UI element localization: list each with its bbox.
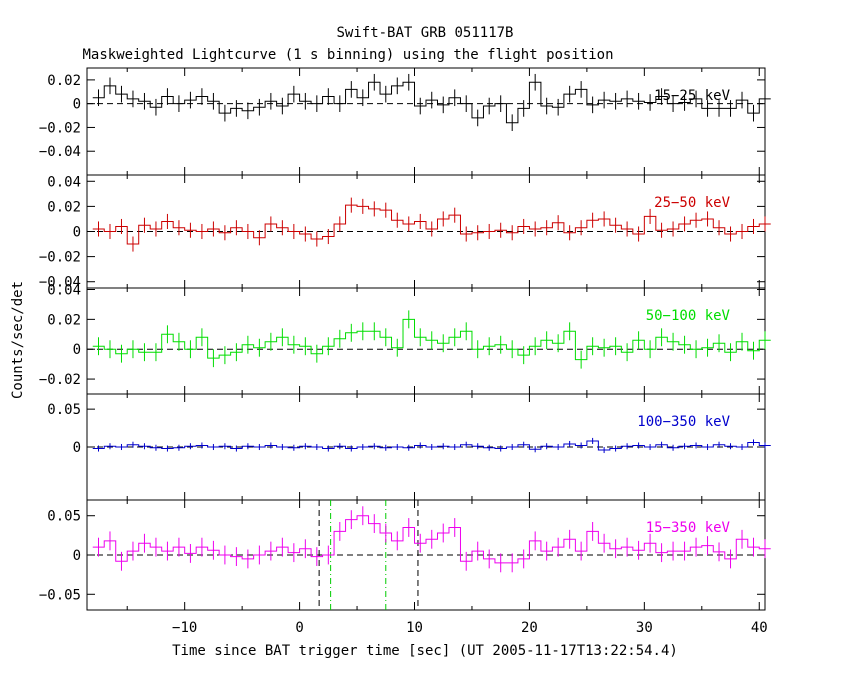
band-label: 50−100 keV [646,308,731,324]
panel-50-100-kev: 0.04 0.02 0 −0.02 50−100 keV [39,282,771,395]
band-label: 100−350 keV [637,414,730,430]
panel-15-350-kev: 0.05 0 −0.05 15−350 keV [39,499,771,611]
x-tick-label: 30 [636,620,653,636]
y-axis-label: Counts/sec/det [10,281,26,399]
x-tick-label: −10 [172,620,197,636]
band-label: 15−350 keV [646,520,731,536]
series-step-line [92,81,771,124]
y-tick-label: 0.04 [47,282,81,298]
y-tick-label: −0.02 [39,372,81,388]
y-tick-label: 0.02 [47,199,81,215]
panel-25-50-kev: 0.04 0.02 0 −0.02 −0.04 25−50 keV [39,174,771,291]
panel-15-25-kev: 0.02 0 −0.02 −0.04 15−25 keV [39,67,771,176]
panel-frame [86,67,766,176]
y-tick-label: 0 [73,548,81,564]
y-tick-label: 0.02 [47,73,81,89]
y-tick-label: −0.04 [39,275,81,291]
x-tick-label: 40 [751,620,768,636]
y-tick-label: 0.05 [47,509,81,525]
chart-title: Swift-BAT GRB 051117B [336,25,513,41]
y-tick-label: 0 [73,225,81,241]
y-tick-label: 0 [73,97,81,113]
y-tick-label: −0.05 [39,587,81,603]
x-axis-label: Time since BAT trigger time [sec] (UT 20… [172,643,678,659]
panels-group: 0.02 0 −0.02 −0.04 15−25 keV 0.04 0.02 0 −0.02 −0… [39,67,771,636]
series-step-line [92,515,771,564]
series-step-line [92,318,771,361]
chart-subtitle: Maskweighted Lightcurve (1 s binning) us… [82,47,613,63]
y-tick-label: 0.04 [47,174,81,190]
panel-100-350-kev: 0.05 0 100−350 keV [47,393,771,501]
panel-frame [86,287,766,395]
y-tick-label: 0.02 [47,312,81,328]
y-tick-label: −0.04 [39,144,81,160]
x-tick-label: 10 [406,620,423,636]
x-tick-label: 0 [295,620,303,636]
band-label: 25−50 keV [654,195,730,211]
y-tick-label: −0.02 [39,120,81,136]
x-tick-label: 20 [521,620,538,636]
y-tick-label: 0.05 [47,402,81,418]
y-tick-label: −0.02 [39,250,81,266]
band-label: 15−25 keV [654,88,730,104]
y-tick-label: 0 [73,440,81,456]
y-tick-label: 0 [73,342,81,358]
